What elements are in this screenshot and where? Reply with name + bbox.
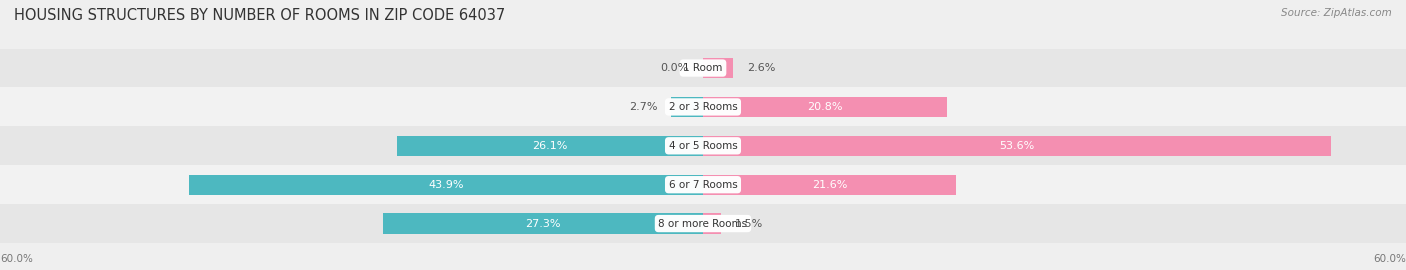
Bar	[0, 204, 1406, 243]
Text: 2.7%: 2.7%	[628, 102, 657, 112]
Text: 1 Room: 1 Room	[683, 63, 723, 73]
Text: 60.0%: 60.0%	[1374, 254, 1406, 264]
Bar	[672, 97, 703, 117]
Bar	[0, 49, 1406, 87]
Bar	[188, 175, 703, 195]
Bar	[0, 87, 1406, 126]
Text: 2.6%: 2.6%	[748, 63, 776, 73]
Text: 1.5%: 1.5%	[734, 218, 763, 229]
Text: 60.0%: 60.0%	[0, 254, 32, 264]
Text: 0.0%: 0.0%	[661, 63, 689, 73]
Text: 53.6%: 53.6%	[1000, 141, 1035, 151]
Text: 6 or 7 Rooms: 6 or 7 Rooms	[669, 180, 737, 190]
Text: Source: ZipAtlas.com: Source: ZipAtlas.com	[1281, 8, 1392, 18]
Bar	[703, 214, 721, 234]
Text: 20.8%: 20.8%	[807, 102, 842, 112]
Text: HOUSING STRUCTURES BY NUMBER OF ROOMS IN ZIP CODE 64037: HOUSING STRUCTURES BY NUMBER OF ROOMS IN…	[14, 8, 505, 23]
Text: 21.6%: 21.6%	[811, 180, 848, 190]
Bar	[703, 58, 734, 78]
Bar	[382, 214, 703, 234]
Text: 43.9%: 43.9%	[427, 180, 464, 190]
Text: 2 or 3 Rooms: 2 or 3 Rooms	[669, 102, 737, 112]
Text: 27.3%: 27.3%	[526, 218, 561, 229]
Bar	[398, 136, 703, 156]
Bar	[0, 165, 1406, 204]
Bar	[703, 136, 1331, 156]
Bar	[703, 97, 946, 117]
Text: 4 or 5 Rooms: 4 or 5 Rooms	[669, 141, 737, 151]
Text: 8 or more Rooms: 8 or more Rooms	[658, 218, 748, 229]
Bar	[0, 126, 1406, 165]
Bar	[703, 175, 956, 195]
Text: 26.1%: 26.1%	[533, 141, 568, 151]
